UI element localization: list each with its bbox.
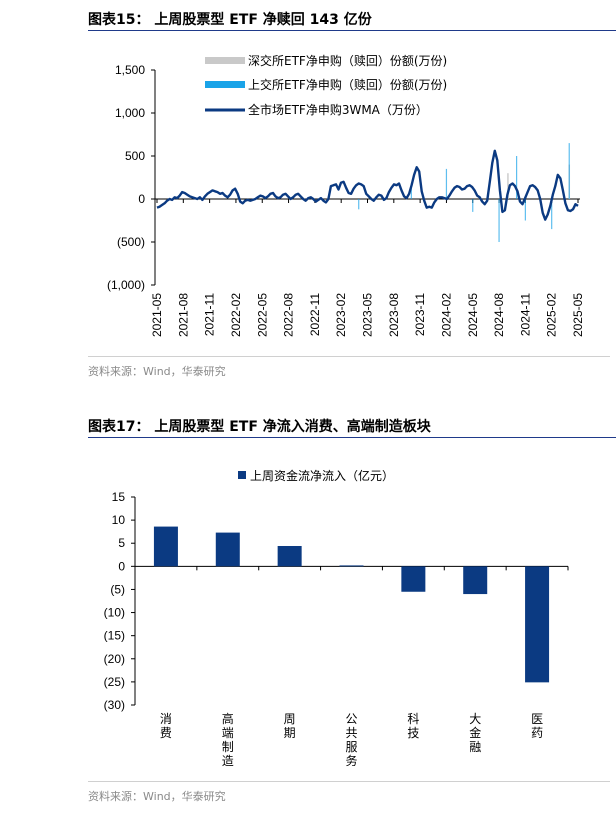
chart2-title-rule: [88, 437, 610, 438]
chart1-shanghai-bar: [551, 199, 553, 230]
chart2-bar: [215, 532, 240, 567]
chart1-x-tick-label: 2024-11: [518, 293, 532, 336]
chart1-x-tick-label: 2021-11: [203, 293, 217, 336]
chart2-bar: [401, 566, 426, 592]
chart2-bar: [525, 566, 550, 683]
right-edge-rule-top: [610, 30, 616, 31]
chart2-category-label: 公共服务: [345, 712, 357, 768]
chart1-shanghai-bar: [445, 168, 448, 199]
chart2-y-tick-label: (15): [104, 629, 125, 643]
chart1-y-tick-label: 500: [125, 149, 145, 163]
chart2-legend-swatch: [238, 471, 246, 479]
chart1-legend-shenzhen: 深交所ETF净申购（赎回）份额(万份): [248, 53, 447, 68]
chart1-x-tick-label: 2023-08: [387, 293, 401, 337]
chart1-x-tick-label: 2024-08: [492, 293, 506, 337]
chart2-y-tick-label: 15: [112, 490, 126, 504]
chart1-legend-shanghai-swatch: [205, 81, 245, 88]
chart1-x-tick-label: 2023-02: [334, 293, 348, 337]
chart1-y-tick-label: (1,000): [107, 278, 145, 292]
right-edge-rule-bottom: [610, 437, 616, 438]
chart1-shanghai-bar: [516, 156, 518, 199]
chart2-source: 资料来源：Wind，华泰研究: [88, 790, 226, 803]
chart1-title: 图表15： 上周股票型 ETF 净赎回 143 亿份: [88, 12, 372, 28]
chart1-x-tick-label: 2022-11: [308, 293, 322, 336]
chart1-shenzhen-bar: [507, 173, 509, 199]
chart2-category-label: 科技: [407, 712, 419, 740]
chart1-legend-total: 全市场ETF净申购3WMA（万份）: [248, 102, 428, 117]
chart1-x-tick-label: 2021-08: [176, 293, 190, 337]
chart1-shanghai-bar: [358, 199, 360, 210]
chart1-x-tick-label: 2024-05: [466, 293, 480, 337]
chart1-y-tick-label: (500): [117, 235, 145, 249]
chart2-category-label: 大金融: [469, 712, 481, 754]
chart1-x-tick-label: 2023-05: [361, 293, 375, 337]
chart2-y-tick-label: (10): [104, 606, 125, 620]
chart2-bar: [463, 566, 488, 595]
chart1-source-rule: [88, 356, 610, 357]
chart2-bar: [153, 526, 178, 567]
chart1-title-rule: [88, 30, 610, 31]
chart2-bar: [339, 565, 364, 567]
chart2-category-label: 消费: [160, 712, 172, 740]
chart2-y-tick-label: 0: [118, 559, 125, 573]
chart1-x-tick-label: 2025-05: [571, 293, 585, 337]
chart2-title: 图表17： 上周股票型 ETF 净流入消费、高端制造板块: [88, 419, 431, 435]
chart1-shanghai-bar: [568, 143, 570, 199]
chart1-y-tick-label: 0: [138, 192, 145, 206]
chart2-y-tick-label: (20): [104, 652, 125, 666]
chart1-plot: 1,500 1,000 500 0 (500) (1,000) 2021-05 2021-08…: [107, 53, 585, 337]
chart1-legend-shenzhen-swatch: [205, 57, 245, 64]
chart1-shanghai-bar: [524, 199, 526, 221]
chart1-y-tick-label: 1,000: [115, 106, 145, 120]
chart2-y-tick-label: (30): [104, 698, 125, 712]
chart2-y-tick-label: (25): [104, 675, 125, 689]
chart1-source: 资料来源：Wind，华泰研究: [88, 365, 226, 378]
chart1-total-line: [156, 149, 579, 221]
chart2-category-label: 周期: [284, 712, 296, 740]
chart1-x-tick-label: 2022-05: [255, 293, 269, 337]
chart2-category-label: 医药: [531, 712, 543, 740]
chart1-x-tick-label: 2022-08: [282, 293, 296, 337]
chart1-x-tick-label: 2023-11: [413, 293, 427, 336]
chart2-source-rule: [88, 781, 610, 782]
chart1-shanghai-bar: [410, 183, 412, 199]
chart1-shanghai-bar: [498, 199, 500, 242]
chart2-y-tick-label: (5): [110, 582, 125, 596]
chart1-x-tick-label: 2024-02: [439, 293, 453, 337]
chart2-y-tick-label: 10: [112, 513, 126, 527]
chart1-x-tick-label: 2022-02: [229, 293, 243, 337]
chart2-y-tick-label: 5: [118, 536, 125, 550]
chart2-legend-label: 上周资金流净流入（亿元）: [250, 468, 394, 483]
chart2-category-label: 高端制造: [222, 711, 234, 768]
chart1-legend-shanghai: 上交所ETF净申购（赎回）份额(万份): [248, 77, 447, 92]
chart1-y-tick-label: 1,500: [115, 63, 145, 77]
chart2-bar: [277, 545, 302, 567]
chart1-shanghai-bar: [472, 199, 474, 212]
chart1-x-tick-label: 2025-02: [545, 293, 559, 337]
chart1-x-tick-label: 2021-05: [150, 293, 164, 337]
